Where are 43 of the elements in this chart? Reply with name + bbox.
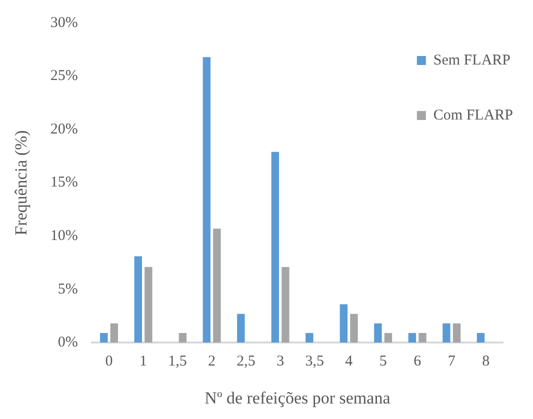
x-axis-title: Nº de refeições por semana <box>204 388 391 408</box>
x-tick-label: 4 <box>345 354 354 370</box>
bar <box>282 266 290 343</box>
y-tick-label: 10% <box>50 228 78 244</box>
bar <box>476 333 485 343</box>
y-tick-label: 25% <box>50 68 78 84</box>
bar <box>350 314 358 343</box>
bar <box>237 314 245 343</box>
x-tick-label: 5 <box>379 354 387 370</box>
bar <box>134 256 142 343</box>
y-axis-title: Frequência (%) <box>12 130 31 236</box>
legend-label: Sem FLARP <box>433 52 510 68</box>
bar <box>452 323 461 343</box>
x-tick-label: 6 <box>414 354 422 370</box>
bar <box>374 323 382 343</box>
bar <box>100 333 108 343</box>
bar <box>340 304 348 343</box>
bar <box>442 323 450 343</box>
bar <box>110 323 118 343</box>
x-tick-label: 3,5 <box>305 354 324 370</box>
y-tick-label: 20% <box>50 121 78 138</box>
bar <box>384 333 392 343</box>
y-tick-label: 30% <box>50 14 78 31</box>
y-tick-label: 5% <box>58 281 78 298</box>
x-tick-label: 1 <box>140 354 148 370</box>
bar <box>202 57 211 343</box>
bar <box>408 333 416 343</box>
x-tick-label: 2 <box>208 354 216 370</box>
bar <box>418 333 426 343</box>
bar <box>144 266 152 343</box>
x-tick-label: 3 <box>276 354 284 370</box>
legend-label: Com FLARP <box>433 107 513 124</box>
y-tick-label: 0% <box>58 334 78 351</box>
x-tick-label: 7 <box>448 354 456 370</box>
x-tick-label: 0 <box>105 354 113 370</box>
x-tick-label: 8 <box>482 354 490 370</box>
bar <box>178 333 187 343</box>
y-tick-label: 15% <box>50 174 78 191</box>
bar <box>213 228 221 343</box>
x-tick-label: 2,5 <box>236 354 256 370</box>
x-tick-label: 1,5 <box>168 354 187 370</box>
bar <box>306 333 314 343</box>
bar <box>271 152 280 343</box>
